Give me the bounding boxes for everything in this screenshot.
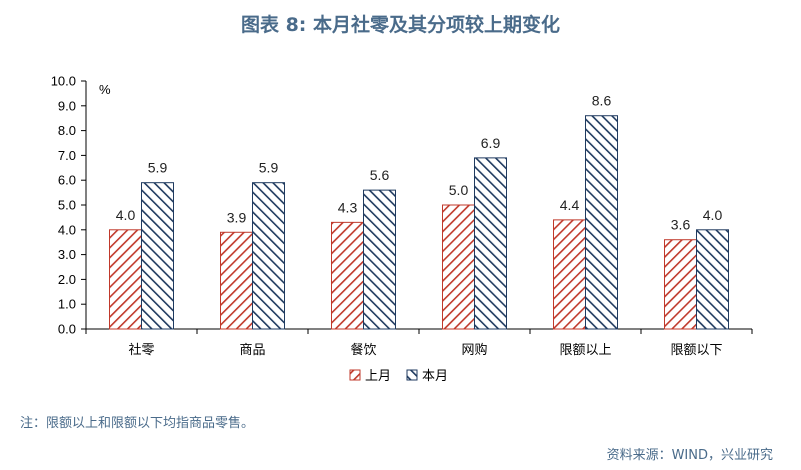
x-category-label: 餐饮 [350,342,376,358]
data-label: 5.9 [259,160,279,176]
legend-label: 本月 [422,369,448,384]
y-tick-label: 8.0 [58,123,76,138]
data-label: 4.0 [116,207,136,223]
x-category-label: 限额以下 [670,343,722,358]
bar-current [696,229,729,330]
y-tick-label: 4.0 [58,222,76,237]
data-labels: 4.0 5.9 3.9 5.9 4.3 5.6 5.0 6.9 4.4 8.6 3.6 4.0 [116,93,723,233]
data-label: 4.3 [338,199,358,215]
source-note: 资料来源：WIND，兴业研究 [606,448,773,463]
y-tick-label: 0.0 [58,322,76,337]
x-category-label: 限额以上 [559,343,611,358]
bar-current [474,157,507,330]
y-tick-label: 6.0 [58,173,76,188]
bar-previous [109,229,142,330]
legend-swatch [349,369,361,381]
y-tick-label: 5.0 [58,198,76,213]
x-category-label: 网购 [461,342,487,358]
legend-swatch [406,369,418,381]
bar-current [141,182,174,330]
bar-previous [442,204,475,330]
y-tick-label: 3.0 [58,247,76,262]
data-label: 8.6 [592,93,612,109]
bar-previous [553,219,586,330]
bar-current [363,189,396,330]
y-tick-label: 2.0 [58,272,76,287]
bar-chart: 0.0 1.0 2.0 3.0 4.0 5.0 6.0 7.0 8.0 9.0 10.0% 社零 商品 餐… [51,74,753,384]
data-label: 4.4 [560,197,580,213]
bar-current [252,182,285,330]
data-label: 3.9 [227,209,247,225]
y-tick-label: 9.0 [58,98,76,113]
data-label: 5.6 [370,167,390,183]
y-tick-label: 1.0 [58,297,76,312]
data-label: 4.0 [703,207,723,223]
legend: 上月 本月 [349,369,448,384]
legend-label: 上月 [365,369,391,384]
data-label: 5.9 [148,160,168,176]
y-tick-label: 7.0 [58,148,76,163]
bar-previous [220,231,253,330]
y-axis-unit: % [99,82,111,97]
bar-current [585,115,618,330]
data-label: 3.6 [671,217,691,233]
bars [109,115,729,330]
data-label: 5.0 [449,182,469,198]
y-tick-label: 10.0 [51,74,76,89]
footnote: 注：限额以上和限额以下均指商品零售。 [20,416,255,431]
x-category-label: 社零 [128,342,154,358]
data-label: 6.9 [481,135,501,151]
x-category-label: 商品 [239,343,265,358]
axes: 0.0 1.0 2.0 3.0 4.0 5.0 6.0 7.0 8.0 9.0 10.0% 社零 商品 餐… [51,74,753,358]
bar-previous [664,239,697,330]
bar-previous [331,221,364,330]
chart-title: 图表 8: 本月社零及其分项较上期变化 [240,14,561,36]
